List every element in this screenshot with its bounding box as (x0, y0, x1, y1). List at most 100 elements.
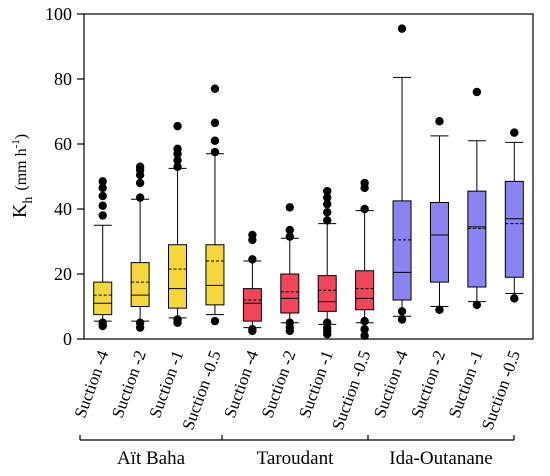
outlier-point (210, 118, 220, 128)
outlier-point (285, 232, 294, 241)
box-body (467, 190, 487, 288)
y-axis-label: Kh (mm h-1) (9, 134, 36, 218)
box-9 (429, 117, 449, 314)
outlier-point (135, 318, 145, 327)
y-axis-label-subscript: h (21, 197, 36, 204)
box-10 (467, 87, 487, 310)
group-label: Aït Baha (117, 448, 186, 469)
box-body (317, 275, 337, 312)
box-3 (205, 84, 225, 326)
outlier-point (135, 162, 145, 171)
outlier-point (397, 307, 407, 316)
plot-frame (83, 13, 534, 340)
outlier-point (435, 305, 444, 314)
outlier-point (397, 24, 407, 33)
group-label: Taroudant (257, 448, 334, 469)
box-body (429, 202, 449, 283)
group-label: Ida-Outanane (389, 448, 492, 469)
outlier-point (435, 117, 444, 126)
outlier-point (323, 193, 332, 202)
outlier-point (285, 318, 294, 327)
x-tick-label: Suction -4 (370, 347, 412, 420)
outlier-point (285, 203, 294, 212)
outlier-point (248, 255, 257, 264)
outlier-point (323, 208, 332, 217)
y-tick-label: 40 (54, 199, 72, 219)
box-8 (392, 24, 412, 324)
box-body (504, 180, 524, 278)
outlier-point (360, 325, 369, 334)
box-body (130, 262, 150, 307)
box-11 (504, 128, 524, 303)
outlier-point (210, 136, 220, 145)
outlier-point (397, 315, 407, 324)
box-4 (242, 230, 262, 336)
x-tick-label: Suction -2 (258, 348, 300, 421)
outlier-point (472, 300, 482, 310)
group-brackets: Aït Baha Taroudant Ida-Outanane (79, 435, 515, 469)
outlier-point (323, 216, 332, 225)
box-body (93, 281, 113, 316)
box-7 (355, 178, 375, 340)
x-tick-label: Suction -1 (145, 348, 187, 421)
box-body (392, 200, 412, 301)
box-body (242, 288, 262, 322)
box-body (355, 270, 375, 311)
y-tick-label: 20 (54, 264, 72, 284)
outlier-point (510, 294, 519, 303)
y-tick-label: 100 (45, 4, 72, 24)
outlier-point (173, 315, 182, 324)
box-body (205, 244, 225, 306)
y-axis-label-symbol: K (9, 203, 31, 218)
outlier-point (210, 316, 220, 326)
outlier-point (360, 204, 369, 214)
x-tick-label: Suction -2 (108, 348, 150, 421)
outlier-point (210, 84, 220, 93)
y-tick-label: 80 (54, 69, 72, 89)
box-5 (280, 203, 300, 336)
box-1 (130, 162, 150, 332)
y-axis-label-exponent: -1 (10, 139, 22, 148)
outlier-point (510, 128, 519, 137)
outlier-point (360, 331, 369, 340)
y-tick-label: 0 (63, 329, 72, 349)
box-2 (168, 121, 188, 327)
outlier-point (360, 316, 369, 326)
y-tick-label: 60 (54, 134, 72, 154)
y-axis-label-unit: (mm h (13, 148, 30, 190)
outlier-point (98, 183, 107, 193)
outlier-point (98, 177, 107, 186)
outlier-point (323, 318, 332, 327)
y-axis: 0 20 40 60 80 100 (45, 4, 84, 349)
box-0 (93, 177, 113, 331)
outlier-point (98, 191, 107, 201)
y-axis-label-close: ) (13, 134, 30, 139)
outlier-point (135, 178, 145, 188)
outlier-point (98, 211, 107, 220)
plot-area (83, 13, 534, 340)
x-tick-label: Suction -4 (220, 347, 262, 420)
box-6 (317, 186, 337, 339)
x-tick-label: Suction -0.5 (328, 348, 374, 433)
outlier-point (98, 318, 107, 327)
outlier-point (98, 201, 107, 210)
outlier-point (173, 162, 182, 171)
outlier-point (248, 230, 257, 240)
outlier-point (323, 199, 332, 209)
x-tick-label: Suction -1 (445, 348, 487, 421)
outlier-point (472, 87, 482, 97)
outlier-point (323, 186, 332, 196)
outlier-point (135, 193, 145, 202)
box-body (280, 273, 300, 314)
box-body (168, 244, 188, 309)
x-tick-label: Suction -4 (71, 347, 113, 420)
outlier-point (210, 147, 220, 157)
outlier-point (173, 121, 182, 131)
outlier-point (173, 156, 182, 165)
boxes (93, 24, 524, 340)
outlier-point (285, 225, 294, 235)
x-tick-label: Suction -0.5 (478, 348, 524, 433)
outlier-point (173, 144, 182, 154)
x-tick-label: Suction -2 (407, 348, 449, 421)
